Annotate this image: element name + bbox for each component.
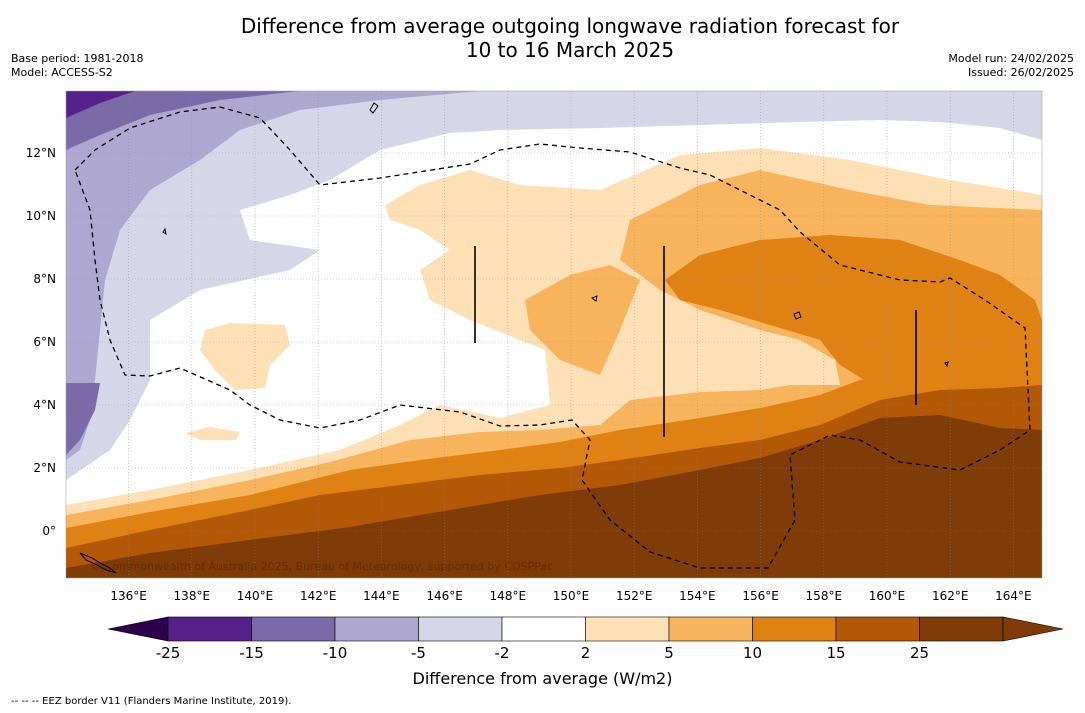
lon-label-162: 162°E bbox=[932, 589, 969, 603]
anomaly-patch-pale-orange-west bbox=[200, 323, 290, 390]
colorbar-swatch bbox=[668, 616, 753, 642]
model-name: Model: ACCESS-S2 bbox=[11, 66, 113, 79]
anomaly-patch-orange-center bbox=[525, 265, 640, 375]
colorbar-label: Difference from average (W/m2) bbox=[412, 669, 673, 688]
colorbar-tick-label: 15 bbox=[826, 644, 845, 662]
colorbar-tick-label: -2 bbox=[495, 644, 510, 662]
lon-label-140: 140°E bbox=[237, 589, 274, 603]
lon-label-160: 160°E bbox=[869, 589, 906, 603]
colorbar-tick-label: 5 bbox=[664, 644, 674, 662]
anomaly-band-dark-purple bbox=[66, 91, 135, 118]
colorbar-swatch bbox=[835, 616, 920, 642]
lat-label-8: 8°N bbox=[33, 272, 56, 286]
anomaly-band-dark-brown bbox=[66, 415, 1042, 578]
lon-label-152: 152°E bbox=[616, 589, 653, 603]
lon-label-164: 164°E bbox=[995, 589, 1032, 603]
map-plot-area: © Commonwealth of Australia 2025, Bureau… bbox=[66, 91, 1042, 578]
title-line-1: Difference from average outgoing longwav… bbox=[240, 14, 900, 38]
anomaly-patch-deep-orange-east bbox=[665, 235, 1042, 390]
lat-label-10: 10°N bbox=[26, 209, 56, 223]
lat-label-6: 6°N bbox=[33, 335, 56, 349]
lon-label-144: 144°E bbox=[363, 589, 400, 603]
colorbar-swatch bbox=[418, 616, 503, 642]
anomaly-patch-pale-orange-island bbox=[600, 360, 770, 398]
colorbar-tick-label: -10 bbox=[323, 644, 348, 662]
colorbar-swatch bbox=[752, 616, 837, 642]
issued-date: Issued: 26/02/2025 bbox=[967, 66, 1074, 79]
lon-label-136: 136°E bbox=[110, 589, 147, 603]
colorbar-tick-label: 2 bbox=[581, 644, 591, 662]
colorbar-tick-label: -25 bbox=[156, 644, 181, 662]
run-info: Model run: 24/02/2025 Issued: 26/02/2025 bbox=[948, 52, 1074, 80]
island-outlines bbox=[79, 102, 949, 574]
lat-label-2: 2°N bbox=[33, 461, 56, 475]
model-info: Base period: 1981-2018 Model: ACCESS-S2 bbox=[11, 52, 143, 80]
lat-label-12: 12°N bbox=[26, 146, 56, 160]
colorbar-swatch bbox=[919, 616, 1004, 642]
colorbar-tick-label: -15 bbox=[239, 644, 264, 662]
lon-label-146: 146°E bbox=[426, 589, 463, 603]
colorbar-tick-label: 25 bbox=[910, 644, 929, 662]
colorbar-tick-label: 10 bbox=[743, 644, 762, 662]
lon-label-156: 156°E bbox=[742, 589, 779, 603]
colorbar-extend-high bbox=[1002, 616, 1064, 642]
colorbar: -25 -15 -10 -5 -2 2 5 10 15 25 bbox=[107, 616, 1064, 662]
colorbar-swatch bbox=[251, 616, 336, 642]
anomaly-band-purple bbox=[66, 91, 300, 455]
colorbar-swatch bbox=[334, 616, 419, 642]
meridian-gridlines bbox=[128, 91, 1014, 578]
colorbar-tick-label: -5 bbox=[411, 644, 426, 662]
lon-label-150: 150°E bbox=[553, 589, 590, 603]
lon-label-142: 142°E bbox=[300, 589, 337, 603]
eez-border-west bbox=[74, 106, 1031, 569]
colorbar-extend-low bbox=[107, 616, 169, 642]
lon-label-148: 148°E bbox=[490, 589, 527, 603]
map-title: Difference from average outgoing longwav… bbox=[0, 14, 1085, 62]
copyright-notice: © Commonwealth of Australia 2025, Bureau… bbox=[90, 560, 553, 573]
latitude-labels: 12°N 10°N 8°N 6°N 4°N 2°N 0° bbox=[26, 146, 56, 538]
title-line-2: 10 to 16 March 2025 bbox=[465, 38, 675, 62]
model-run: Model run: 24/02/2025 bbox=[948, 52, 1074, 65]
anomaly-patch-pale-orange-south bbox=[185, 427, 240, 440]
base-period: Base period: 1981-2018 bbox=[11, 52, 144, 65]
colorbar-swatch bbox=[501, 616, 586, 642]
lon-label-154: 154°E bbox=[679, 589, 716, 603]
lat-label-4: 4°N bbox=[33, 398, 56, 412]
lon-label-158: 158°E bbox=[806, 589, 843, 603]
eez-footnote: -- -- -- EEZ border V11 (Flanders Marine… bbox=[11, 696, 292, 707]
lat-label-0: 0° bbox=[42, 524, 56, 538]
colorbar-swatch bbox=[167, 616, 252, 642]
longitude-labels: 136°E 138°E 140°E 142°E 144°E 146°E 148°E 150°E… bbox=[110, 589, 1031, 603]
lon-label-138: 138°E bbox=[174, 589, 211, 603]
parallel-gridlines bbox=[66, 152, 1042, 532]
colorbar-swatch bbox=[585, 616, 670, 642]
